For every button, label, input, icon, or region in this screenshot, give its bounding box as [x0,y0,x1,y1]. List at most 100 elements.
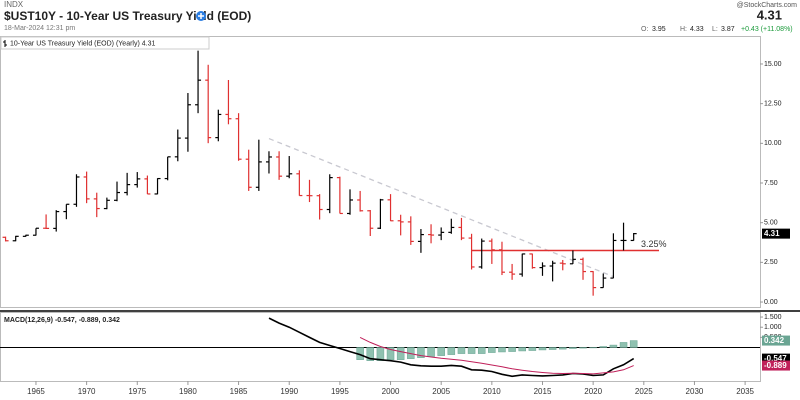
ohlc-bar [519,253,526,277]
value-tag: 0.342 [764,336,785,345]
histogram-bar [609,344,618,348]
ohlc-bar [43,214,50,229]
ohlc-bar [114,181,121,202]
x-tick-label: 1965 [27,387,45,396]
value-tag-box [762,353,790,364]
histogram-bar [488,347,496,353]
last-price: 4.31 [757,7,782,22]
ohlc-bar [549,260,556,282]
ohlc-bar [296,170,303,197]
histogram-bar [417,347,425,358]
open-label: O: [641,26,648,33]
histogram-bar [538,347,547,351]
x-tick-label: 1990 [280,387,298,396]
ohlc-bar [73,174,80,207]
histogram-bar [477,347,486,354]
ohlc-bar [134,172,141,188]
x-tick-label: 1985 [230,387,248,396]
ohlc-bar [488,238,495,264]
histogram-bar [619,342,628,348]
value-tag: -0.547 [764,354,787,363]
ohlc-bar [276,151,283,180]
add-button[interactable] [196,11,206,21]
histogram-bar [569,347,577,349]
y-tick-label: 1.500 [764,314,782,321]
x-tick-label: 2005 [432,387,450,396]
histogram-bar [528,347,537,351]
x-tick-label: 2015 [534,387,552,396]
ohlc-bar [255,139,262,191]
ohlc-bar [286,156,293,179]
ohlc-bar [195,50,202,114]
ohlc-bar [397,214,404,236]
ohlc-bar [53,210,60,232]
trendline [268,137,614,278]
histogram-bar [599,346,608,348]
ohlc-bar [164,156,171,181]
ohlc-bar [265,151,272,174]
ohlc-bar [478,238,485,269]
y-tick-label: 0.00 [764,299,778,306]
legend: 10-Year US Treasury Yield (EOD) (Yearly)… [10,40,155,47]
histogram-bar [437,347,445,356]
ohlc-bar [377,198,384,230]
last-value-tag: 4.31 [764,229,780,238]
low-label: L: [712,26,718,33]
ohlc-bar [630,232,637,242]
y-tick-label: 2.50 [764,259,778,266]
ohlc-bar [174,129,181,162]
histogram-bar [508,347,516,352]
high-label: H: [680,26,687,33]
y-tick-label: 1.000 [764,324,782,331]
macd-line [359,336,634,375]
x-tick-label: 1995 [331,387,349,396]
ohlc-bar [235,113,242,161]
ohlc-bar [103,197,110,210]
ohlc-bar [205,64,212,144]
ohlc-bar [336,176,343,215]
x-tick-label: 1975 [128,387,146,396]
ohlc-bar [2,236,9,242]
ohlc-bar [600,273,607,289]
ohlc-bar [316,194,323,220]
value-tag-box [762,360,790,371]
ohlc-bar [63,203,70,220]
histogram-bar [559,347,567,350]
ohlc-bar [184,93,191,152]
ohlc-bar [498,241,505,276]
ohlc-bar [620,222,627,251]
histogram-bar [629,340,638,348]
ohlc-bar [245,149,252,191]
ohlc-bar [32,227,39,236]
ohlc-bar [610,233,617,279]
x-tick-label: 2025 [635,387,653,396]
x-tick-label: 1970 [78,387,96,396]
ohlc-bar [154,177,161,195]
y-tick-label: 7.50 [764,180,778,187]
histogram-bar [457,347,466,354]
ohlc-bar [12,235,19,242]
ohlc-bar [367,209,374,237]
ohlc-bar [306,179,313,203]
y-tick-label: 15.00 [764,61,782,68]
y-tick-label: 12.50 [764,100,782,107]
histogram-bar [427,347,435,357]
ohlc-bar [539,262,546,276]
histogram-bar [467,347,476,354]
x-tick-label: 1980 [179,387,197,396]
ohlc-bar [326,174,333,214]
histogram-bar [366,347,375,361]
ohlc-bar [387,194,394,222]
last-value-tag-box [762,228,790,239]
histogram-bar [579,347,587,349]
value-tag: -0.889 [764,361,787,370]
histogram-bar [386,347,395,360]
histogram-bar [376,347,385,361]
histogram-bar [447,347,456,355]
x-tick-label: 2000 [382,387,400,396]
ohlc-bar [590,270,597,296]
macd-frame [0,312,761,382]
value-tag-box [762,335,790,346]
histogram-bar [498,347,506,353]
